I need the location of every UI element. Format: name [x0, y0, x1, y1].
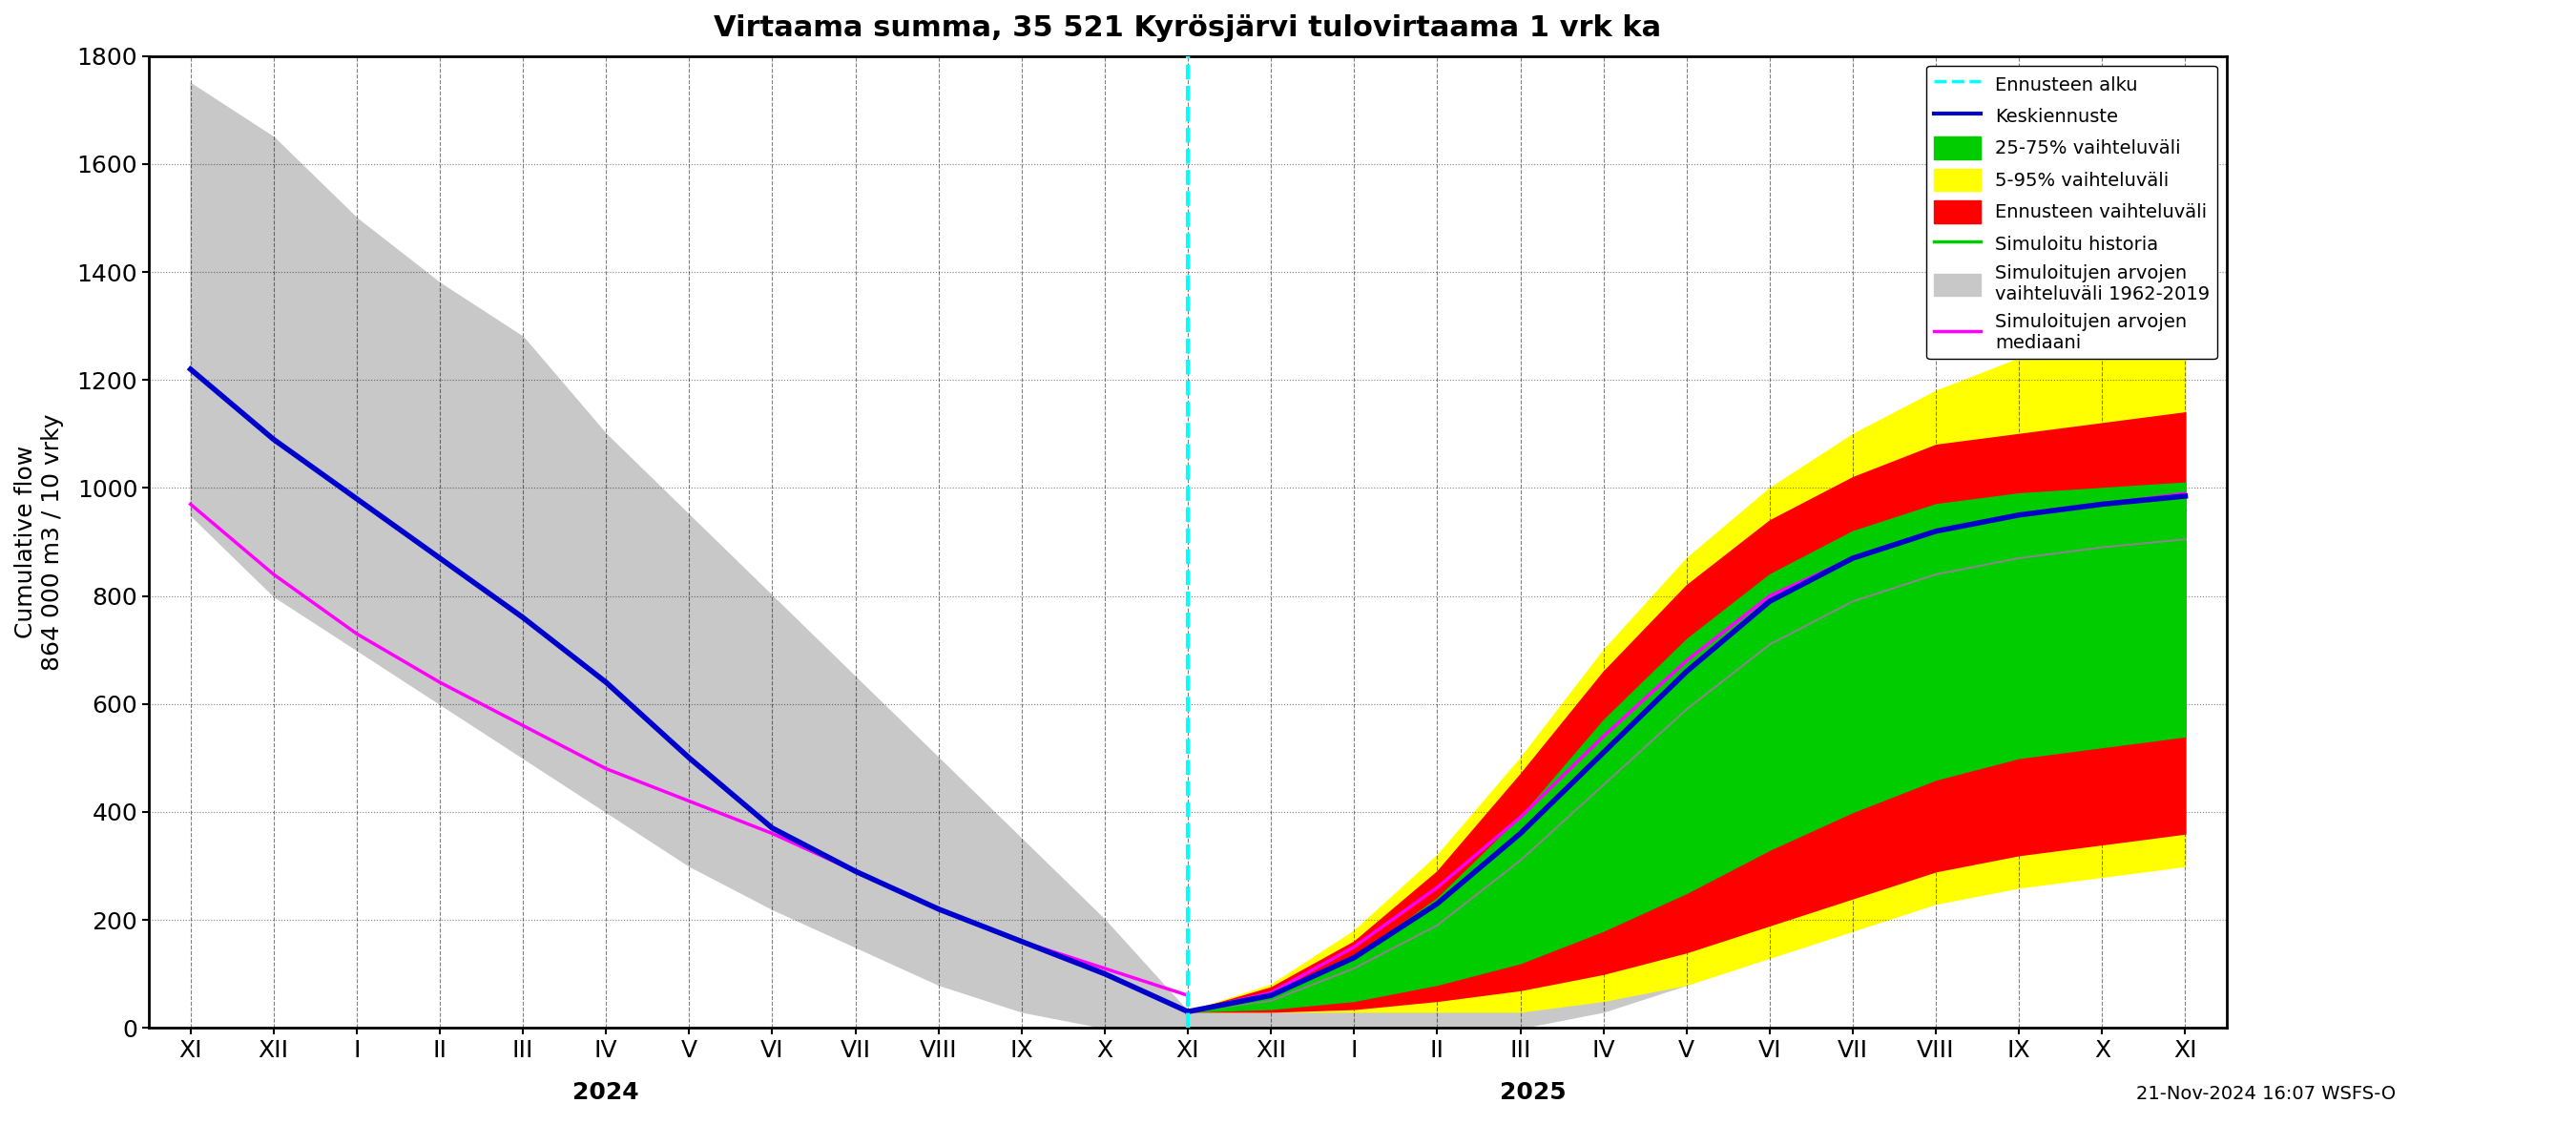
Legend: Ennusteen alku, Keskiennuste, 25-75% vaihteluväli, 5-95% vaihteluväli, Ennusteen: Ennusteen alku, Keskiennuste, 25-75% vai… [1927, 65, 2218, 360]
Y-axis label: Cumulative flow
864 000 m3 / 10 vrky: Cumulative flow 864 000 m3 / 10 vrky [15, 413, 64, 671]
Title: Virtaama summa, 35 521 Kyrösjärvi tulovirtaama 1 vrk ka: Virtaama summa, 35 521 Kyrösjärvi tulovi… [714, 14, 1662, 42]
Text: 21-Nov-2024 16:07 WSFS-O: 21-Nov-2024 16:07 WSFS-O [2136, 1085, 2396, 1103]
Text: 2024: 2024 [572, 1081, 639, 1104]
Text: 2025: 2025 [1499, 1081, 1566, 1104]
